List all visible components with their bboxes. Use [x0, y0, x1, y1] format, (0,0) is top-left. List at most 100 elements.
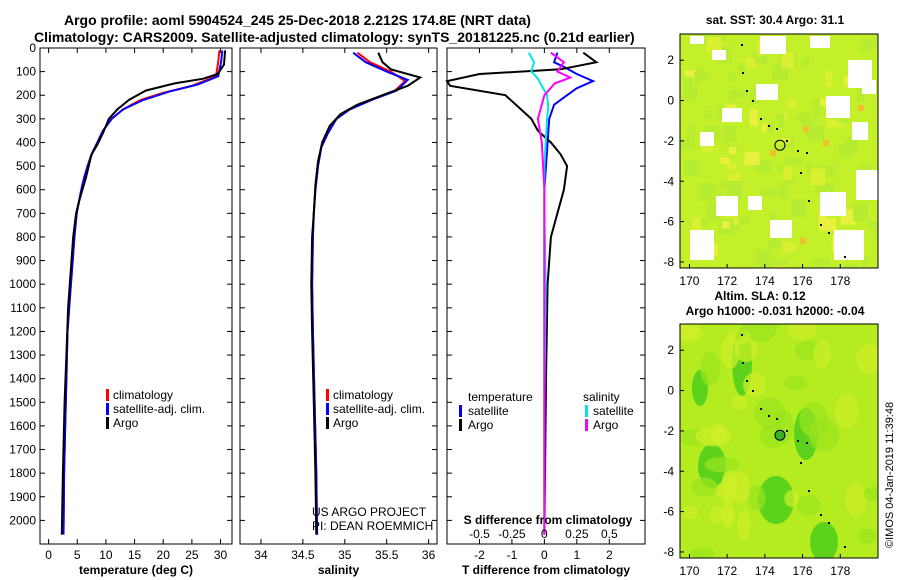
sla-texture: [787, 324, 817, 341]
plot-frame: [39, 47, 233, 545]
y-tick-label: 900: [16, 254, 36, 268]
x-tick-label: 30: [214, 548, 228, 562]
x-tick-label: 178: [830, 564, 850, 578]
sst-cell: [823, 182, 834, 199]
x-tick-label: -2: [474, 548, 485, 562]
sla-texture: [796, 494, 821, 516]
x-tick-label: 35: [338, 548, 352, 562]
legend-swatch: [459, 419, 462, 431]
island-dot: [768, 415, 770, 417]
y-tick-label: 1000: [9, 277, 36, 291]
x-tick-label: 0: [45, 548, 52, 562]
legend-swatch: [326, 389, 329, 401]
sst-cell: [716, 105, 724, 119]
secondary-x-tick-label: 0.5: [601, 527, 618, 541]
island-dot: [797, 150, 799, 152]
x-axis-label: T difference from climatology: [462, 563, 630, 577]
sst-cell: [684, 159, 701, 176]
x-tick-label: 34.5: [291, 548, 315, 562]
figure-title-line1: Argo profile: aoml 5904524_245 25-Dec-20…: [64, 12, 531, 28]
figure-title-line2: Climatology: CARS2009. Satellite-adjuste…: [34, 29, 635, 45]
map-field: [680, 324, 878, 558]
sst-cell: [754, 249, 770, 267]
island-dot: [752, 390, 754, 392]
sst-cell: [873, 224, 878, 238]
series-line-s-argo: [536, 51, 573, 535]
island-dot: [752, 100, 754, 102]
sla-texture: [690, 546, 715, 558]
x-axis-label: temperature (deg C): [79, 563, 193, 577]
y-tick-label: 600: [16, 183, 36, 197]
sst-cell: [744, 152, 760, 166]
sst-cell: [783, 167, 792, 181]
x-axis-label: salinity: [318, 563, 360, 577]
sst-cell: [732, 89, 748, 97]
island-dot: [820, 224, 822, 226]
map-title: sat. SST: 30.4 Argo: 31.1: [706, 13, 845, 27]
y-tick-label: 1800: [9, 466, 36, 480]
sla-texture: [680, 325, 704, 343]
sla-texture: [700, 350, 721, 387]
sst-missing-cell: [810, 36, 830, 48]
sla-texture: [682, 505, 699, 520]
x-tick-label: 178: [830, 274, 850, 288]
sst-cell: [804, 120, 815, 139]
map-title: Altim. SLA: 0.12: [714, 289, 806, 303]
sst-cell: [680, 139, 695, 150]
sst-cell: [771, 70, 784, 81]
y-tick-label: -2: [663, 424, 674, 438]
island-dot: [844, 546, 846, 548]
x-tick-label: 25: [185, 548, 199, 562]
sst-cell: [736, 216, 751, 224]
x-tick-label: 174: [755, 274, 775, 288]
sst-cell: [719, 157, 730, 164]
series-line-argo: [310, 52, 423, 535]
sst-cell: [722, 126, 737, 141]
sst-missing-cell: [826, 96, 850, 118]
sst-warm-cell: [858, 105, 864, 111]
map-field: [680, 34, 878, 268]
legend-swatch: [106, 417, 109, 429]
sst-cell: [780, 111, 788, 119]
sst-cell: [812, 258, 830, 267]
map-panel-0: sat. SST: 30.4 Argo: 31.1 170 172 174 176 178…: [663, 13, 879, 288]
sst-missing-cell: [756, 84, 778, 100]
y-tick-label: 1400: [9, 372, 36, 386]
x-tick-label: 1: [573, 548, 580, 562]
sst-cell: [862, 256, 869, 267]
secondary-x-tick-label: 0.25: [565, 527, 589, 541]
y-tick-label: -8: [663, 545, 674, 559]
y-tick-label: 0: [667, 94, 674, 108]
sst-missing-cell: [690, 230, 714, 260]
sst-missing-cell: [770, 220, 792, 238]
x-tick-label: 170: [679, 564, 699, 578]
y-tick-label: -6: [663, 215, 674, 229]
island-dot: [760, 118, 762, 120]
x-tick-label: 176: [793, 274, 813, 288]
sla-low-blob: [758, 476, 794, 524]
sla-texture: [742, 324, 778, 342]
sla-texture: [784, 490, 800, 508]
sst-cell: [844, 264, 860, 268]
sst-cell: [755, 55, 768, 65]
island-dot: [828, 522, 830, 524]
sst-cell: [698, 183, 717, 201]
x-tick-label: 172: [717, 274, 737, 288]
x-tick-label: 170: [679, 274, 699, 288]
sst-cell: [728, 72, 736, 81]
legend-entry: Argo: [113, 416, 139, 430]
x-tick-label: -1: [507, 548, 518, 562]
profile-panel-0: 0 5 10 15 20 25 30 temperature (deg C) 0 100 200 30…: [9, 41, 233, 577]
argo-position-marker: [774, 429, 786, 441]
island-dot: [741, 334, 743, 336]
sst-cell: [684, 87, 698, 101]
map-frame: [679, 33, 879, 269]
sst-cell: [785, 157, 803, 165]
x-tick-label: 35.5: [375, 548, 399, 562]
sst-cell: [806, 163, 814, 174]
sst-cell: [770, 260, 788, 268]
y-tick-label: 2: [667, 343, 674, 357]
